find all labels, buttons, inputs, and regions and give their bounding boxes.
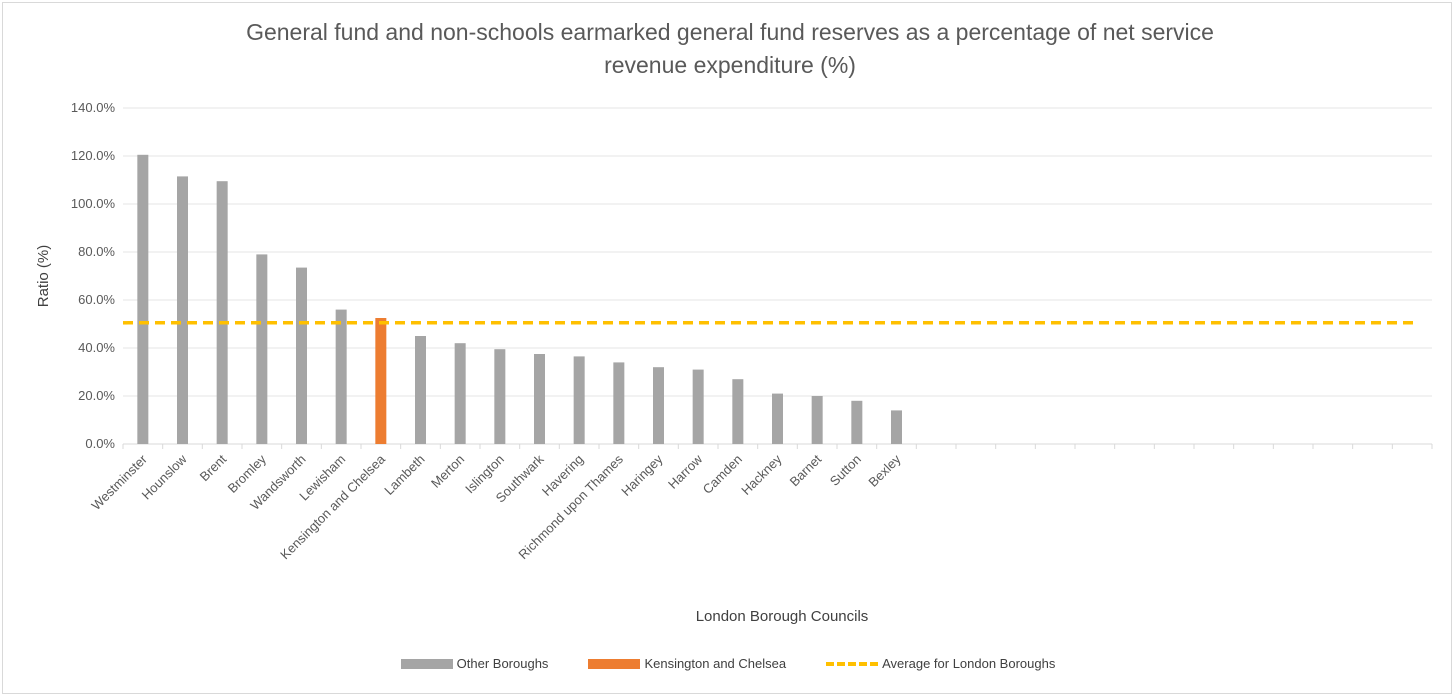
x-tick-label: Merton [428,452,467,491]
legend: Other Boroughs Kensington and Chelsea Av… [0,656,1456,671]
bar [137,154,149,445]
y-axis-title: Ratio (%) [35,245,52,308]
bar [296,267,307,444]
y-tick-label: 60.0% [78,292,115,307]
bar [653,367,664,444]
legend-item-other-boroughs: Other Boroughs [400,656,549,671]
bar [573,356,585,444]
y-tick-label: 140.0% [71,100,116,115]
bar [534,354,545,444]
x-axis-title: London Borough Councils [696,608,869,625]
bar [692,369,704,444]
bar [415,336,426,444]
bar [216,181,228,444]
legend-label-other-boroughs: Other Boroughs [456,656,549,671]
legend-swatch-other-boroughs [400,658,453,669]
x-tick-label: Barnet [787,451,825,489]
legend-item-kensington: Kensington and Chelsea [588,656,786,671]
legend-item-average: Average for London Boroughs [826,656,1055,671]
bar [494,349,506,444]
x-tick-label: Camden [700,452,745,497]
y-tick-label: 40.0% [78,340,115,355]
bar [454,343,466,444]
x-tick-label: Haringey [618,451,666,499]
x-tick-label: Bexley [865,451,904,490]
chart-title: General fund and non-schools earmarked g… [246,19,1214,78]
bar [732,379,744,444]
x-tick-label: Hackney [738,451,785,498]
bar [375,318,387,444]
bar [891,410,902,444]
bar [851,400,863,444]
bar [256,254,268,444]
bar [811,396,823,444]
y-tick-label: 100.0% [71,196,116,211]
x-tick-label: Brent [197,451,230,484]
bar [335,309,347,444]
y-tick-label: 20.0% [78,388,115,403]
x-tick-label: Sutton [827,452,864,489]
legend-swatch-kensington [588,658,641,669]
y-tick-labels: 0.0% 20.0% 40.0% 60.0% 80.0% 100.0% 120.0% 140.… [71,100,116,451]
x-tick-label: Lambeth [381,452,427,498]
y-tick-label: 80.0% [78,244,115,259]
bar [177,176,188,444]
y-tick-label: 120.0% [71,148,116,163]
y-tick-label: 0.0% [85,436,115,451]
legend-label-kensington: Kensington and Chelsea [644,656,787,671]
bar [772,393,783,444]
bar [613,362,625,444]
legend-label-average: Average for London Boroughs [882,656,1056,671]
x-tick-label: Westminster [88,451,150,513]
gridlines [122,107,1433,449]
legend-swatch-average [826,661,879,666]
bars [137,154,902,445]
